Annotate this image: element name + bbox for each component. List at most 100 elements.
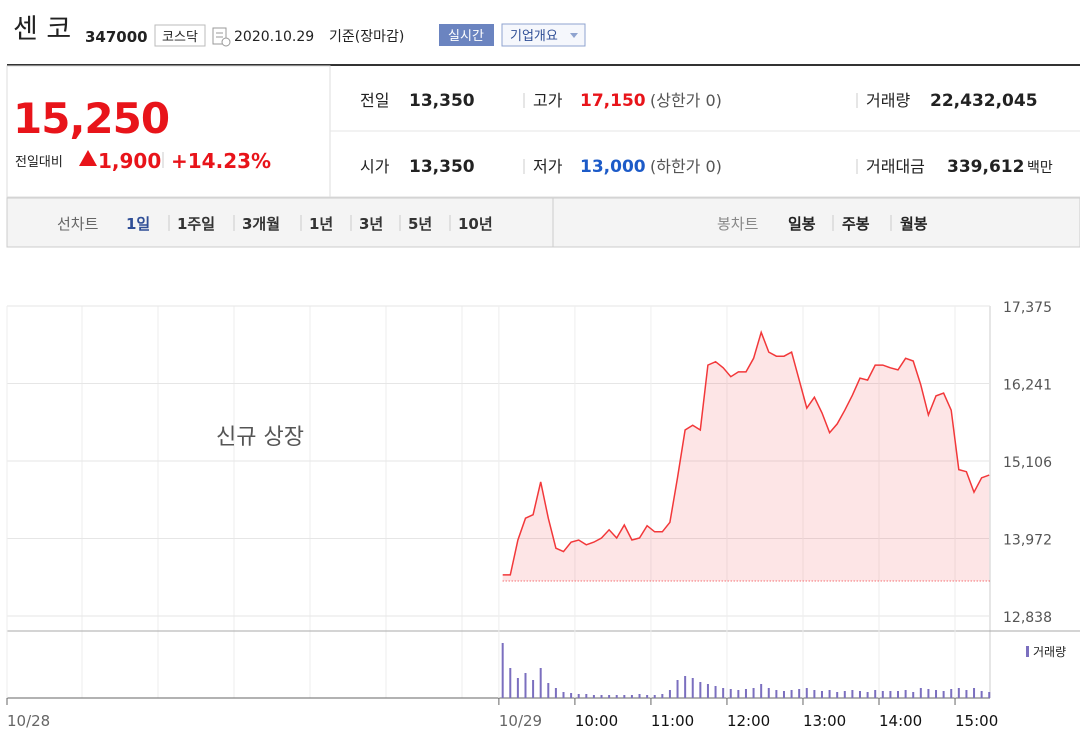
volume-legend: 거래량 — [1033, 645, 1066, 659]
volume-bar — [577, 694, 580, 698]
volume-bar — [813, 690, 816, 698]
volume-bar — [935, 690, 938, 698]
change-rate: +14.23% — [171, 149, 271, 173]
volume-bar — [668, 690, 671, 698]
volume-bar — [965, 690, 968, 698]
volume-bar — [729, 689, 732, 698]
volume-bar — [767, 688, 770, 698]
price-line — [502, 329, 990, 576]
volume-bar — [942, 691, 945, 698]
y-tick-label: 16,241 — [1003, 377, 1052, 393]
change: 1,900 — [98, 149, 161, 173]
volume-bar — [790, 690, 793, 698]
volume-bar — [501, 643, 504, 698]
calendar-icon — [212, 27, 231, 47]
volume-bar — [691, 678, 694, 698]
volume-bar — [760, 684, 763, 698]
volume-bar — [957, 688, 960, 698]
volume-bar — [897, 691, 900, 698]
volume-bar — [851, 690, 854, 698]
stat-value: 13,000 — [580, 157, 646, 177]
volume-bar — [950, 689, 953, 698]
volume-bar — [927, 689, 930, 698]
volume-bar — [509, 668, 512, 698]
stat-value: 13,350 — [409, 157, 475, 177]
volume-bar — [706, 684, 709, 698]
line-chart-label: 선차트 — [57, 215, 99, 233]
period-tab[interactable]: 1년 — [309, 215, 333, 233]
y-tick-label: 15,106 — [1003, 455, 1052, 471]
candle-tab[interactable]: 주봉 — [842, 215, 870, 233]
volume-bar — [881, 691, 884, 698]
volume-bar — [615, 695, 618, 698]
company-label: 기업개요 — [510, 29, 558, 44]
candle-tab[interactable]: 월봉 — [900, 215, 928, 233]
prev-day-grid — [81, 306, 463, 698]
volume-bar — [554, 688, 557, 698]
annotation: 신규 상장 — [216, 425, 304, 450]
x-tick-label: 14:00 — [879, 712, 922, 730]
volume-legend-swatch — [1026, 646, 1029, 657]
tab-bar — [6, 197, 1080, 248]
volume-bar — [737, 690, 740, 698]
dropdown-arrow — [570, 33, 578, 38]
company-button[interactable] — [501, 23, 586, 47]
volume-bar — [630, 695, 633, 698]
volume-bar — [676, 680, 679, 698]
period-tab[interactable]: 1주일 — [177, 215, 215, 233]
market-badge — [154, 24, 206, 47]
period-tab[interactable]: 10년 — [458, 215, 493, 233]
volume-bar — [858, 691, 861, 698]
x-tick-label: 15:00 — [955, 712, 998, 730]
volume-bar — [547, 683, 550, 698]
stat-note: (상한가 0) — [650, 91, 722, 110]
price-box — [6, 65, 331, 198]
x-tick-label: 10:00 — [575, 712, 618, 730]
volume-bar — [608, 695, 611, 698]
volume-bar — [638, 694, 641, 698]
x-tick-label: 12:00 — [727, 712, 770, 730]
candle-tab[interactable]: 일봉 — [788, 215, 816, 233]
volume-bar — [904, 690, 907, 698]
volume-bar — [775, 690, 778, 698]
stat-label: 저가 — [533, 157, 563, 176]
market-label: 코스닥 — [162, 30, 198, 45]
volume-bar — [820, 691, 823, 698]
volume-bar — [752, 688, 755, 698]
y-tick-label: 13,972 — [1003, 533, 1052, 549]
stat-label: 거래량 — [866, 91, 910, 110]
price: 15,250 — [13, 94, 169, 143]
stat-note: (하한가 0) — [650, 157, 722, 176]
volume-bar — [919, 688, 922, 698]
volume-bar — [843, 691, 846, 698]
candle-chart-label: 봉차트 — [717, 215, 759, 233]
period-tab[interactable]: 3개월 — [242, 215, 280, 233]
y-tick-label: 17,375 — [1003, 300, 1052, 316]
stock-name: 센 코 — [13, 14, 71, 45]
period-tab[interactable]: 5년 — [408, 215, 432, 233]
volume-bar — [798, 689, 801, 698]
period-tab[interactable]: 3년 — [359, 215, 383, 233]
volume-bar — [782, 691, 785, 698]
volume-bar — [714, 686, 717, 698]
up-arrow — [79, 150, 97, 166]
volume-bar — [722, 688, 725, 698]
stat-value: 22,432,045 — [930, 91, 1038, 111]
volume-bar — [562, 692, 565, 698]
stat-label: 거래대금 — [866, 157, 925, 176]
volume-bar — [592, 695, 595, 698]
period-tab[interactable]: 1일 — [126, 215, 150, 233]
stat-value: 339,612 — [947, 157, 1024, 177]
stat-unit: 백만 — [1027, 160, 1053, 176]
stat-label: 전일 — [360, 91, 389, 110]
realtime-button[interactable] — [439, 24, 494, 46]
volume-bar — [684, 676, 687, 698]
volume-bar — [524, 673, 527, 698]
volume-bar — [980, 691, 983, 698]
volume-bar — [973, 688, 976, 698]
y-tick-label: 12,838 — [1003, 610, 1052, 626]
stat-value: 17,150 — [580, 91, 646, 111]
volume-bar — [516, 678, 519, 698]
volume-bar — [874, 690, 877, 698]
